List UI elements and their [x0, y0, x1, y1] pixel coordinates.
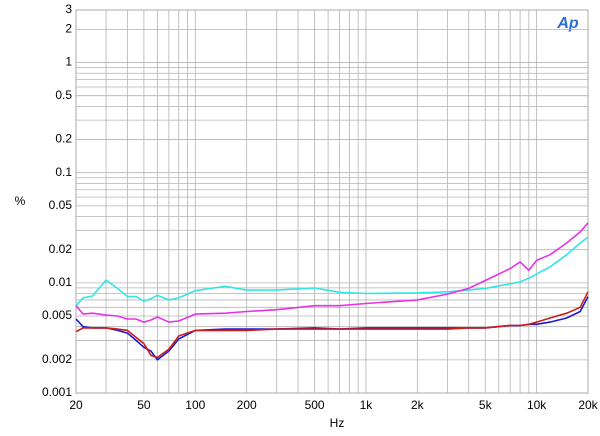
y-tick-label: 2	[65, 22, 72, 36]
y-tick-label: 3	[65, 2, 72, 16]
x-tick-label: 100	[185, 398, 205, 412]
x-tick-label: 10k	[527, 398, 547, 412]
data-line	[75, 222, 589, 323]
y-tick-label: 0.5	[55, 88, 72, 102]
x-tick-label: 1k	[360, 398, 374, 412]
data-line	[75, 291, 589, 359]
x-axis-label: Hz	[330, 416, 345, 430]
x-tick-label: 2k	[411, 398, 425, 412]
x-tick-label: 500	[305, 398, 325, 412]
x-tick-label: 20	[69, 398, 83, 412]
x-tick-label: 50	[137, 398, 151, 412]
y-tick-label: 0.005	[42, 308, 72, 322]
y-tick-label: 0.001	[42, 385, 72, 399]
x-tick-label: 5k	[479, 398, 493, 412]
y-tick-label: 0.002	[42, 352, 72, 366]
x-tick-label: 200	[237, 398, 257, 412]
y-tick-label: 0.2	[55, 132, 72, 146]
x-tick-label: 20k	[578, 398, 598, 412]
y-tick-label: 0.05	[49, 198, 73, 212]
y-tick-label: 1	[65, 55, 72, 69]
y-tick-label: 0.02	[49, 242, 73, 256]
y-tick-label: 0.1	[55, 165, 72, 179]
data-line	[75, 236, 589, 307]
y-axis-label: %	[15, 194, 26, 208]
y-tick-label: 0.01	[49, 275, 73, 289]
logo: Ap	[556, 15, 579, 32]
